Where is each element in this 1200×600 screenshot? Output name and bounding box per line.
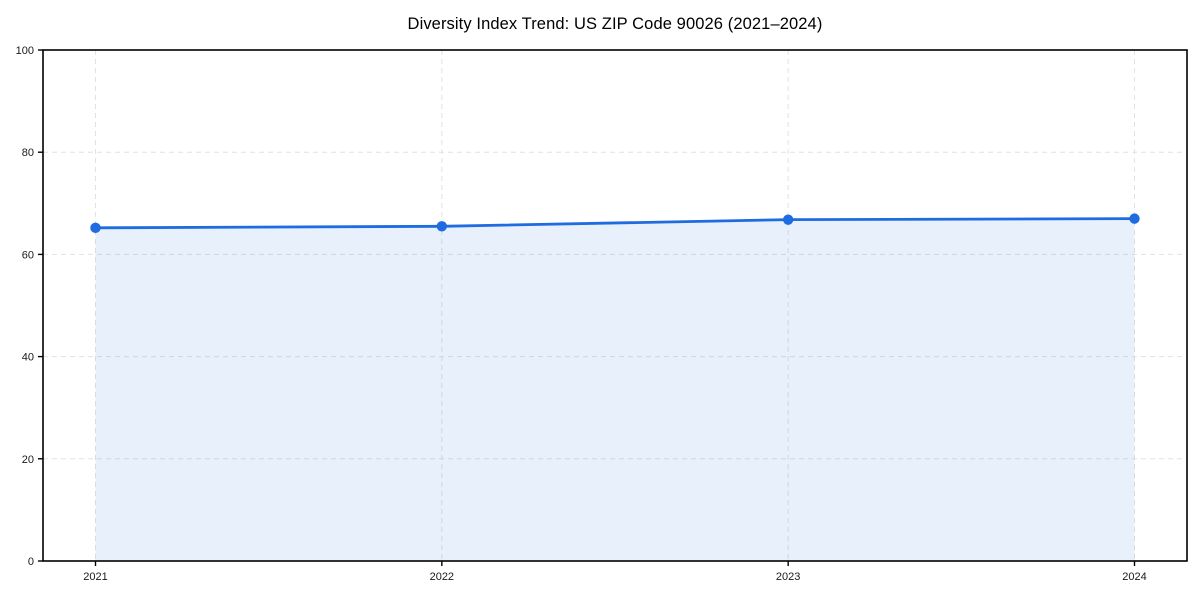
y-tick-label: 100 [16,45,34,57]
x-tick-label: 2021 [83,571,107,583]
data-point [1129,213,1140,224]
trend-line [94,217,1136,230]
data-point [90,222,101,234]
x-tick-label: 2024 [1122,571,1146,583]
data-point [436,221,448,232]
data-point [782,214,794,225]
chart-title: Diversity Index Trend: US ZIP Code 90026… [407,15,823,33]
plot-border [42,49,1188,562]
x-tick-label: 2022 [430,571,454,583]
y-tick-label: 60 [22,249,34,261]
area-fill [95,218,1135,561]
y-tick-label: 80 [22,147,34,159]
y-tick-label: 40 [22,352,34,364]
y-tick-label: 0 [28,556,34,568]
x-tick-label: 2023 [776,571,800,583]
y-tick-label: 20 [22,454,34,466]
